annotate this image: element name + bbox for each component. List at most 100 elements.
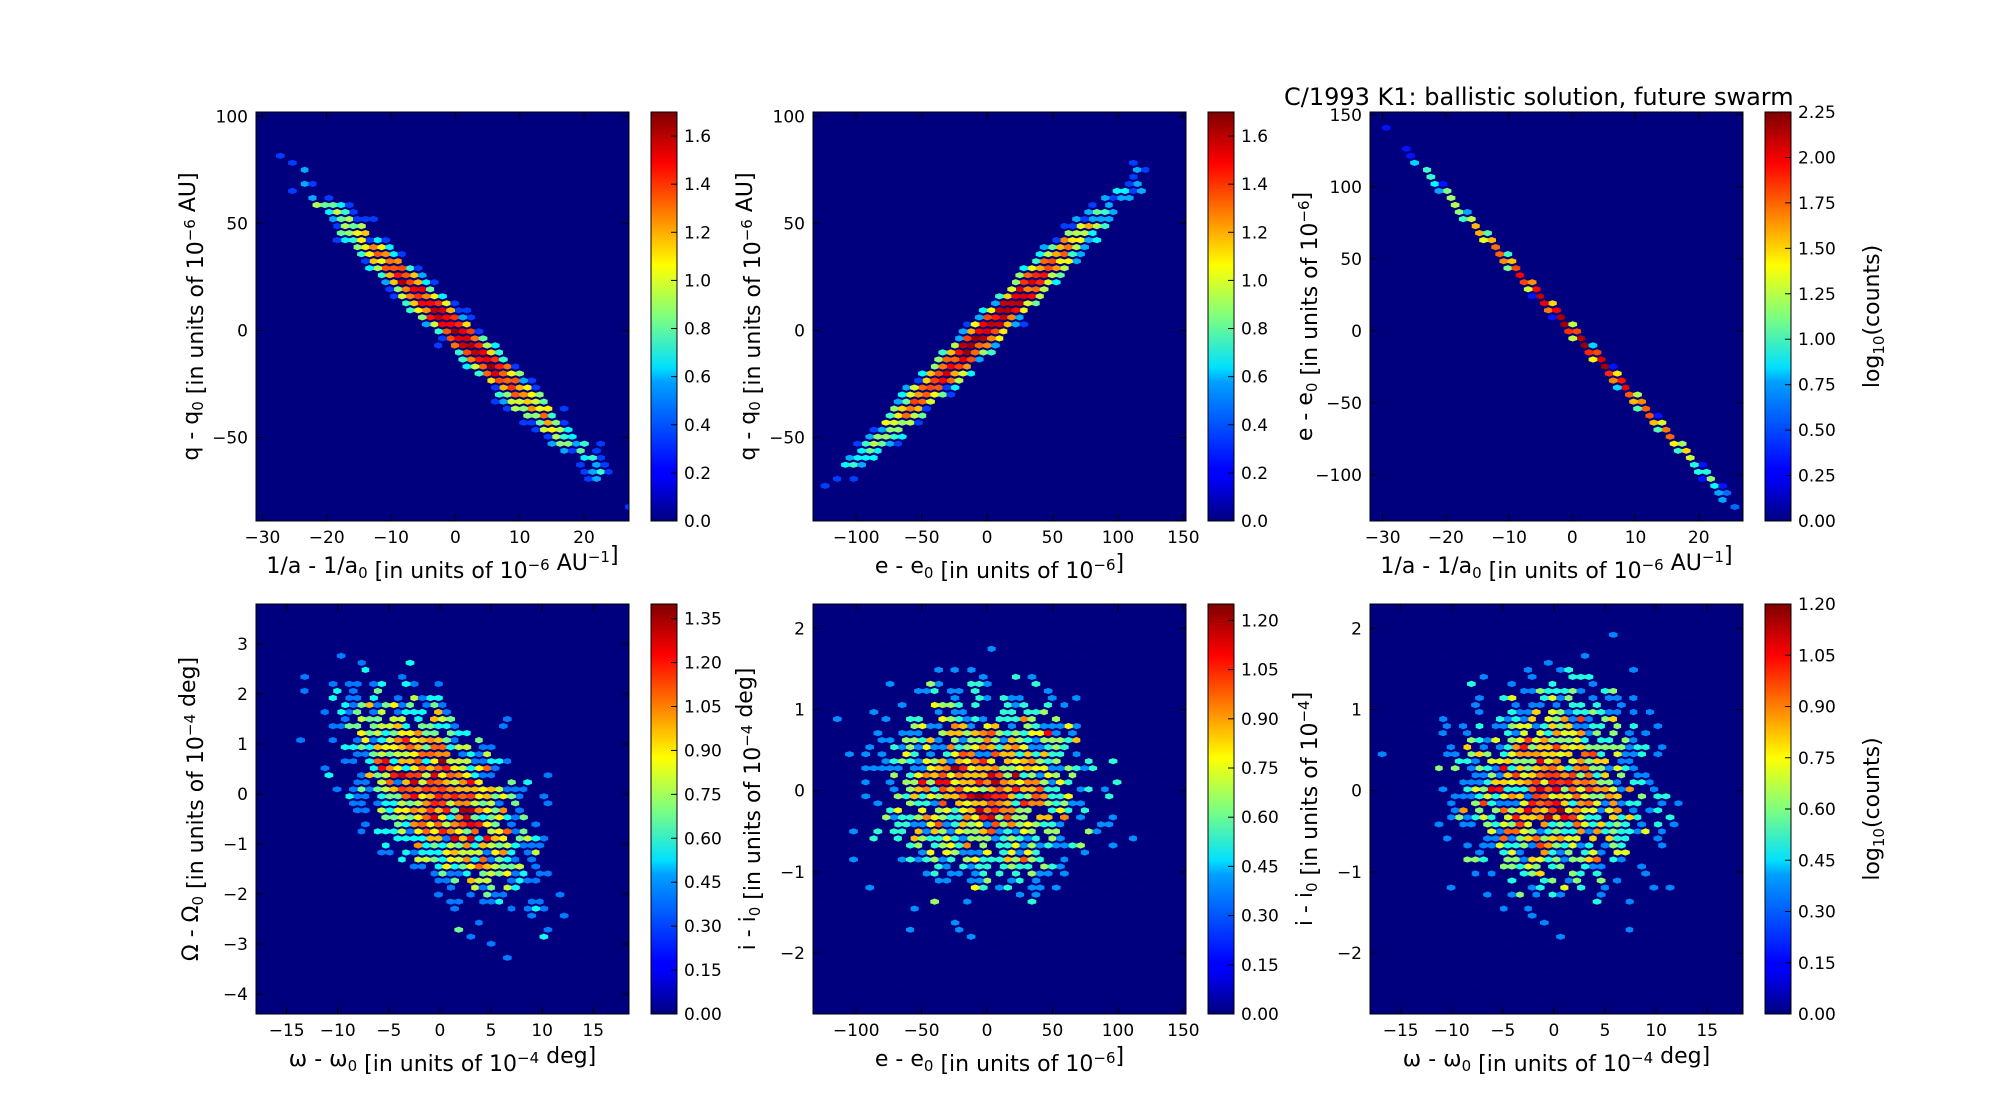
hexbin-cell [1471, 673, 1480, 680]
hexbin-cell [1515, 638, 1525, 645]
hexbin-cell [426, 652, 435, 659]
hexbin-cell [1556, 877, 1565, 884]
hexbin-cell [1665, 687, 1675, 695]
hexbin-cell [377, 244, 386, 251]
hexbin-cell [1027, 828, 1037, 835]
hexbin-cell [1588, 863, 1598, 870]
hexbin-cell [328, 737, 338, 744]
hexbin-cell [1600, 687, 1610, 695]
hexbin-cell [995, 926, 1004, 933]
hexbin-cell [1519, 800, 1529, 807]
hexbin-cell [519, 884, 528, 891]
hexbin-cell [1035, 786, 1045, 793]
hexbin-cell [1519, 828, 1529, 835]
hexbin-cell [1515, 807, 1525, 814]
hexbin-cell [349, 222, 358, 230]
hexbin-cell [926, 821, 935, 828]
hexbin-cell [995, 842, 1004, 849]
hexbin-cell [478, 870, 488, 877]
hexbin-cell [893, 891, 903, 898]
hexbin-cell [434, 779, 443, 786]
hexbin-cell [426, 779, 435, 786]
hexbin-cell [1633, 405, 1642, 412]
hexbin-cell [1507, 737, 1517, 744]
hexbin-cell [1527, 898, 1537, 905]
hexbin-cell [946, 715, 956, 723]
hexbin-cell [1629, 723, 1638, 730]
hexbin-cell [434, 680, 443, 688]
hexbin-cell [1450, 751, 1460, 758]
hexbin-cell [946, 673, 956, 680]
hexbin-cell [1446, 912, 1456, 919]
hexbin-cell [1641, 814, 1650, 821]
colorbar-tick-label: 1.6 [1241, 127, 1268, 147]
hexbin-cell [849, 884, 858, 891]
hexbin-cell [1560, 856, 1569, 863]
colorbar-tick-label: 0.60 [1241, 808, 1279, 828]
hexbin-cell [995, 307, 1004, 314]
hexbin-cell [1450, 793, 1460, 800]
hexbin-cell [1068, 786, 1077, 793]
hexbin-cell [482, 919, 492, 926]
hexbin-cell [950, 919, 960, 926]
hexbin-cell [470, 349, 480, 356]
hexbin-cell [1564, 680, 1573, 688]
hexbin-cell [523, 426, 532, 433]
hexbin-cell [1621, 680, 1630, 688]
hexbin-cell [1527, 870, 1537, 877]
y-tick-label: −100 [1315, 466, 1362, 486]
hexbin-cell [889, 433, 899, 440]
hexbin-cell [316, 744, 326, 751]
hexbin-cell [434, 835, 443, 842]
hexbin-cell [336, 863, 346, 870]
hexbin-cell [280, 173, 289, 180]
hexbin-cell [1495, 730, 1505, 737]
hexbin-cell [1548, 863, 1557, 870]
hexbin-cell [507, 821, 516, 828]
hexbin-cell [991, 342, 1000, 349]
hexbin-cell [1043, 251, 1053, 258]
hexbin-cell [1064, 244, 1073, 251]
hexbin-cell [1548, 765, 1557, 772]
hexbin-cell [1702, 807, 1711, 814]
hexbin-cell [503, 800, 512, 807]
hexbin-cell [991, 793, 1000, 800]
hexbin-cell [413, 814, 423, 821]
hexbin-cell [970, 349, 980, 356]
hexbin-cell [1560, 800, 1569, 807]
hexbin-cell [930, 800, 939, 807]
hexbin-cell [353, 244, 362, 251]
hexbin-cell [267, 645, 277, 652]
hexbin-cell [1531, 933, 1541, 940]
hexbin-cell [499, 793, 508, 800]
hexbin-cell [446, 814, 455, 821]
hexbin-cell [304, 694, 314, 702]
hexbin-cell [1128, 779, 1138, 786]
hexbin-cell [486, 884, 496, 891]
hexbin-cell [580, 468, 589, 475]
hexbin-cell [503, 715, 512, 723]
hexbin-cell [1515, 723, 1525, 730]
hexbin-cell [1584, 687, 1594, 695]
hexbin-cell [1454, 659, 1464, 666]
hexbin-cell [897, 419, 907, 426]
hexbin-cell [1039, 919, 1049, 926]
hexbin-cell [430, 730, 439, 737]
hexbin-cell [1381, 124, 1391, 131]
hexbin-cell [954, 842, 964, 849]
hexbin-cell [478, 814, 488, 821]
hexbin-cell [1613, 891, 1622, 898]
colorbar-tick-label: 0.75 [684, 785, 722, 805]
hexbin-cell [349, 786, 358, 793]
hexbin-cell [1580, 779, 1590, 786]
hexbin-cell [442, 765, 451, 772]
hexbin-cell [1064, 779, 1073, 786]
hexbin-cell [991, 807, 1000, 814]
hexbin-cell [897, 828, 907, 835]
hexbin-cell [1108, 814, 1118, 821]
hexbin-cell [527, 772, 536, 779]
hexbin-cell [462, 758, 472, 765]
hexbin-cell [393, 723, 403, 730]
hexbin-cell [454, 772, 464, 779]
